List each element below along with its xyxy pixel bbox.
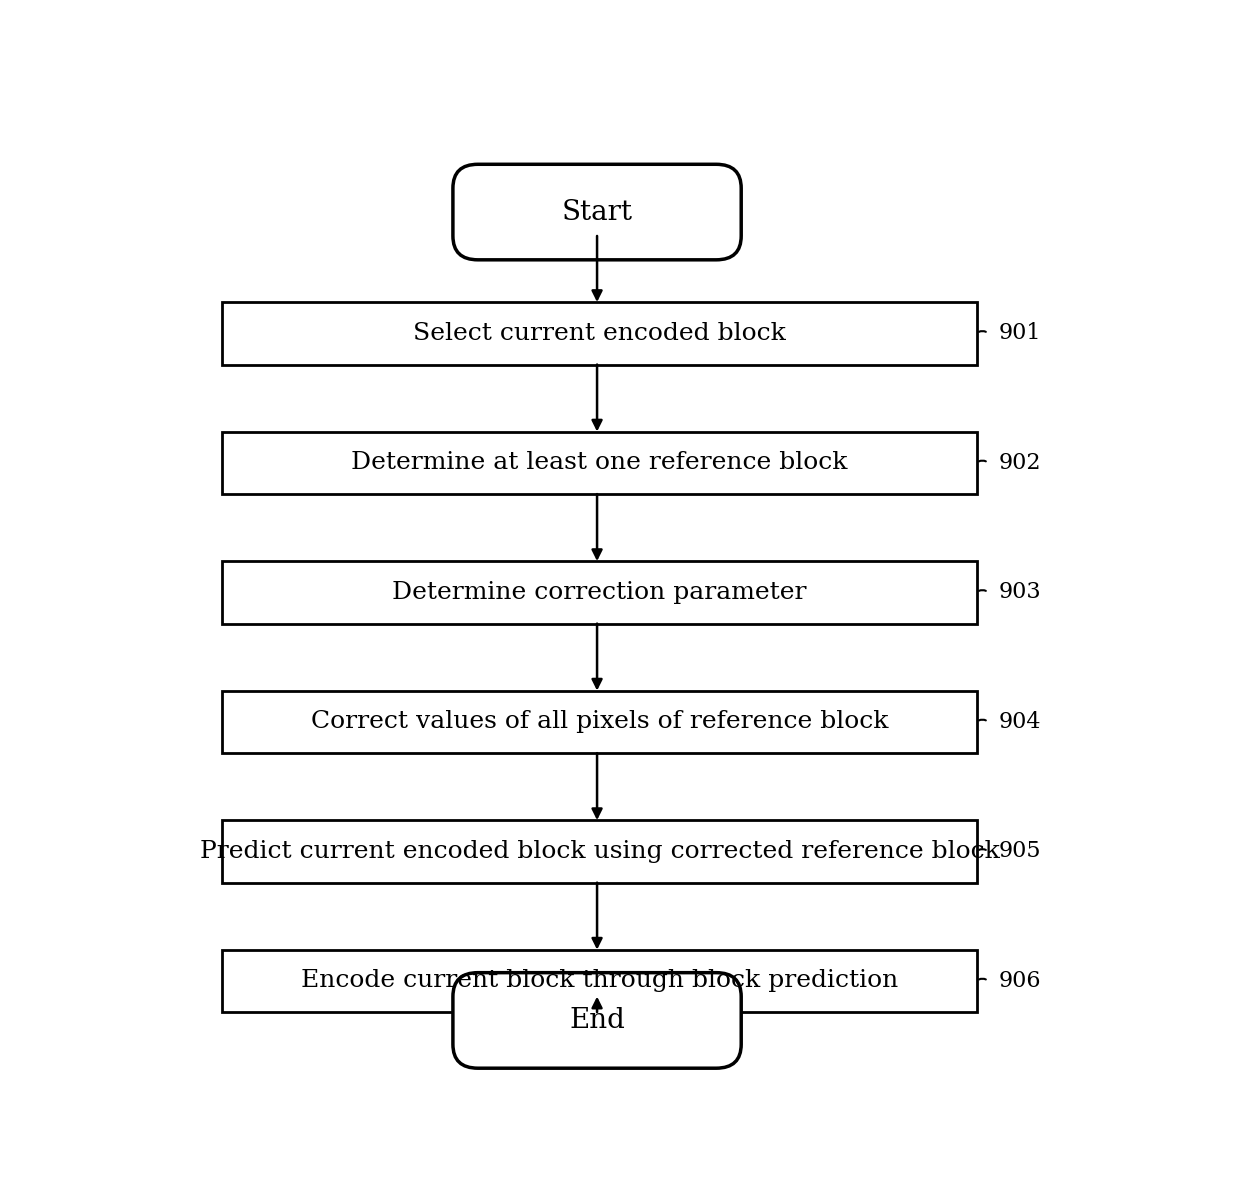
Text: 902: 902 xyxy=(998,452,1042,474)
Text: Determine correction parameter: Determine correction parameter xyxy=(392,581,807,604)
Text: 905: 905 xyxy=(998,840,1042,863)
Text: Correct values of all pixels of reference block: Correct values of all pixels of referenc… xyxy=(311,710,888,734)
FancyBboxPatch shape xyxy=(453,972,742,1068)
Text: Start: Start xyxy=(562,198,632,225)
FancyBboxPatch shape xyxy=(222,950,977,1012)
FancyBboxPatch shape xyxy=(453,165,742,260)
Text: End: End xyxy=(569,1007,625,1034)
FancyBboxPatch shape xyxy=(222,691,977,753)
Text: Select current encoded block: Select current encoded block xyxy=(413,322,786,345)
FancyBboxPatch shape xyxy=(222,820,977,883)
Text: 906: 906 xyxy=(998,970,1042,991)
FancyBboxPatch shape xyxy=(222,432,977,494)
Text: Predict current encoded block using corrected reference block: Predict current encoded block using corr… xyxy=(200,840,999,863)
Text: Encode current block through block prediction: Encode current block through block predi… xyxy=(301,970,898,993)
Text: 903: 903 xyxy=(998,581,1042,604)
Text: 904: 904 xyxy=(998,711,1042,733)
FancyBboxPatch shape xyxy=(222,302,977,365)
Text: 901: 901 xyxy=(998,322,1042,345)
FancyBboxPatch shape xyxy=(222,561,977,624)
Text: Determine at least one reference block: Determine at least one reference block xyxy=(351,451,848,475)
